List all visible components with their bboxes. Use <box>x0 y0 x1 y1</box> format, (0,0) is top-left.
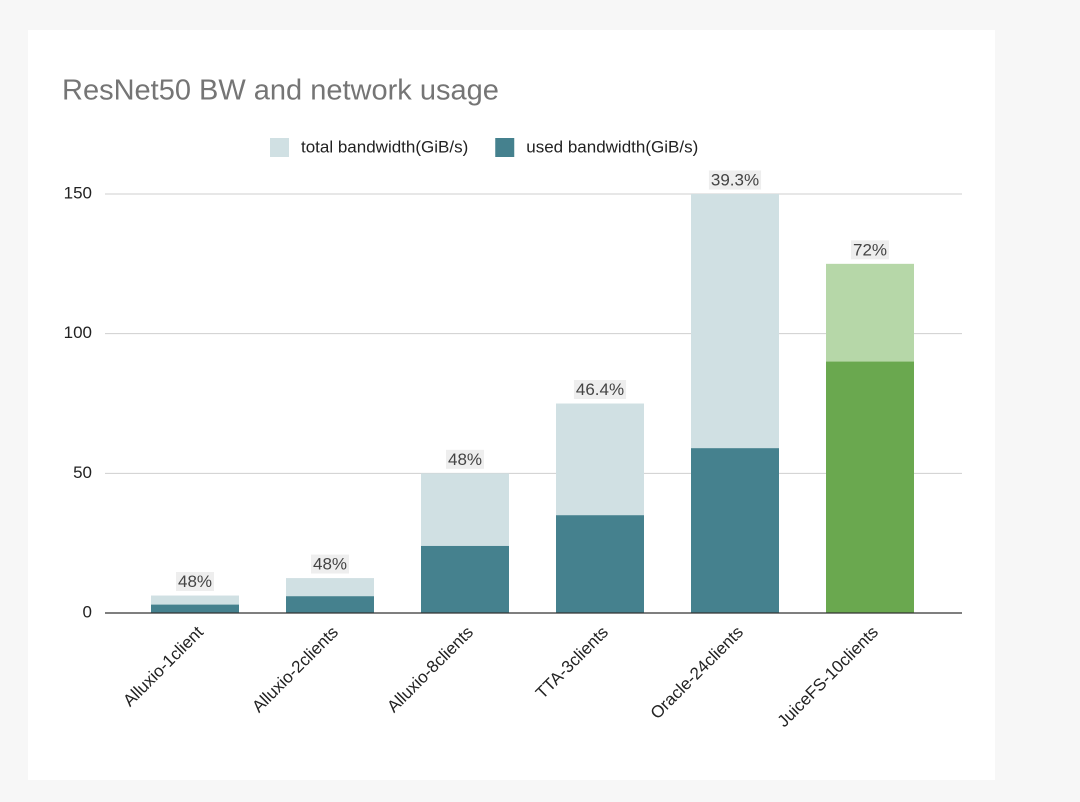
annotation-group: 48% <box>310 554 350 574</box>
annotation-group: 46.4% <box>573 379 627 399</box>
annotation-background <box>445 449 485 469</box>
y-tick-label: 0 <box>83 602 92 621</box>
annotation: 72% <box>853 240 887 259</box>
annotation: 46.4% <box>576 380 624 399</box>
legend-swatch <box>270 138 289 157</box>
legend-label: total bandwidth(GiB/s) <box>301 137 468 156</box>
annotation-background <box>850 240 890 260</box>
annotation-background <box>573 379 627 399</box>
annotation: 48% <box>178 572 212 591</box>
bar <box>421 545 509 613</box>
annotation: 39.3% <box>711 170 759 189</box>
y-tick-label: 50 <box>73 463 92 482</box>
bar <box>286 596 374 613</box>
annotation-background <box>310 554 350 574</box>
annotation: 48% <box>313 555 347 574</box>
annotation-group: 39.3% <box>708 170 762 190</box>
annotation: 48% <box>448 450 482 469</box>
chart-title: ResNet50 BW and network usage <box>62 75 499 107</box>
legend-swatch <box>495 138 515 157</box>
annotation-background <box>175 572 215 592</box>
annotation-group: 72% <box>850 240 890 260</box>
y-tick-label: 150 <box>64 183 92 202</box>
legend-label: used bandwidth(GiB/s) <box>526 137 698 156</box>
y-tick-label: 100 <box>64 323 92 342</box>
annotation-group: 48% <box>445 449 485 469</box>
bar <box>826 361 914 613</box>
bar <box>151 604 239 613</box>
annotation-group: 48% <box>175 572 215 592</box>
annotation-background <box>708 170 762 190</box>
bar <box>691 448 779 613</box>
bar <box>556 515 644 613</box>
